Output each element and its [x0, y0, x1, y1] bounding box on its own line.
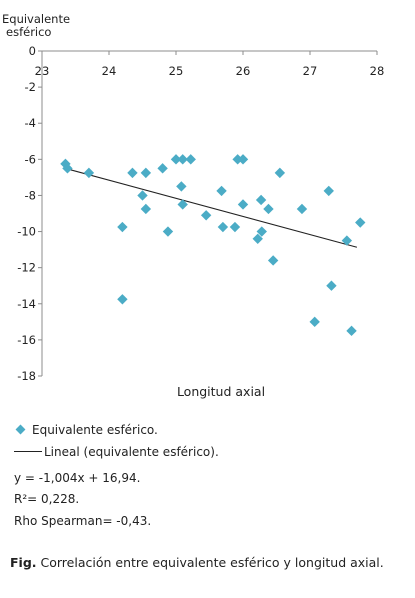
- data-point: [326, 280, 337, 291]
- y-tick-label: 0: [29, 44, 36, 58]
- y-tick-label: -8: [25, 188, 36, 202]
- x-tick-label: 23: [35, 64, 50, 78]
- y-axis-title-line2: esférico: [6, 25, 51, 39]
- data-point: [162, 226, 174, 237]
- x-tick-label: 24: [102, 64, 117, 78]
- data-points: [60, 154, 366, 337]
- caption-prefix: Fig.: [10, 555, 37, 570]
- caption-text: Correlación entre equivalente esférico y…: [36, 555, 384, 570]
- data-point: [341, 235, 353, 246]
- data-point: [237, 154, 249, 165]
- x-tick-label: 26: [236, 64, 251, 78]
- data-point: [237, 199, 249, 210]
- y-tick-label: -6: [25, 152, 36, 166]
- legend-series-label: Equivalente esférico.: [32, 423, 158, 437]
- data-point: [157, 163, 168, 174]
- data-point: [323, 185, 334, 197]
- spearman-rho: Rho Spearman= -0,43.: [14, 514, 152, 528]
- legend-trend-label: Lineal (equivalente esférico).: [44, 445, 219, 459]
- y-tick-label: -4: [25, 116, 36, 130]
- data-point: [256, 226, 267, 237]
- figure-caption: Fig. Correlación entre equivalente esfér…: [10, 555, 384, 570]
- x-axis-title: Longitud axial: [177, 384, 265, 399]
- legend-item-trendline: Lineal (equivalente esférico).: [14, 445, 219, 459]
- x-tick-label: 28: [370, 64, 385, 78]
- data-point: [267, 255, 279, 266]
- data-point: [117, 294, 128, 305]
- data-point: [137, 190, 148, 201]
- legend-item-series: Equivalente esférico.: [14, 423, 158, 437]
- y-tick-label: -2: [25, 80, 36, 94]
- y-tick-label: -14: [17, 297, 36, 311]
- y-tick-label: -16: [17, 333, 36, 347]
- y-tick-label: -18: [17, 369, 36, 383]
- data-point: [255, 194, 267, 206]
- data-point: [185, 154, 196, 165]
- y-axis-title-line1: Equivalente: [2, 12, 70, 26]
- data-point: [170, 154, 182, 165]
- axes: 0 -2 -4 -6 -8 -10 -12 -14 -16 -18 23 24 25 26 27 28: [17, 44, 384, 383]
- data-point: [229, 221, 241, 233]
- data-point: [274, 167, 286, 179]
- data-point: [263, 203, 274, 215]
- data-point: [83, 167, 95, 179]
- regression-equation: y = -1,004x + 16,94.: [14, 471, 141, 485]
- data-point: [232, 154, 243, 165]
- r-squared: R²= 0,228.: [14, 492, 80, 506]
- data-point: [177, 199, 188, 210]
- y-tick-label: -12: [17, 261, 36, 275]
- diamond-marker-icon: [15, 424, 26, 435]
- data-point: [140, 203, 152, 215]
- line-marker-icon: [14, 451, 42, 452]
- data-point: [216, 185, 227, 197]
- data-point: [355, 217, 366, 228]
- data-point: [309, 316, 320, 328]
- x-tick-label: 27: [303, 64, 318, 78]
- data-point: [200, 210, 212, 221]
- data-point: [346, 325, 357, 337]
- trendline-group: [65, 167, 358, 248]
- data-point: [62, 163, 73, 174]
- scatter-chart: Equivalente esférico 0 -2 -4 -6 -8 -10 -12 -14 -…: [2, 12, 384, 399]
- data-point: [176, 181, 187, 192]
- data-point: [140, 167, 152, 179]
- data-point: [127, 167, 138, 179]
- data-point: [117, 221, 128, 233]
- x-tick-label: 25: [169, 64, 184, 78]
- data-point: [177, 154, 188, 165]
- data-point: [217, 221, 229, 233]
- data-point: [296, 203, 308, 215]
- y-tick-label: -10: [17, 225, 36, 239]
- trendline: [65, 167, 358, 248]
- data-point: [252, 233, 263, 244]
